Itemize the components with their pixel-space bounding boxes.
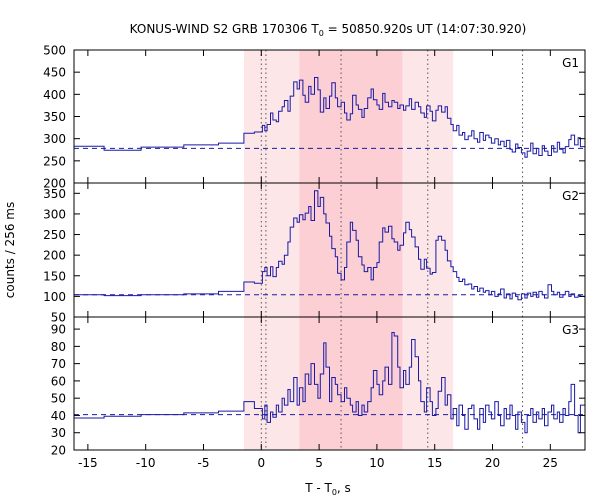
- y-tick-label: 450: [43, 66, 66, 80]
- shaded-interval-dark: [299, 50, 403, 450]
- x-tick-label: -5: [197, 456, 209, 470]
- x-tick-label: 5: [315, 456, 323, 470]
- y-tick-label: 300: [43, 132, 66, 146]
- y-tick-label: 40: [51, 409, 66, 423]
- panel-label: G2: [562, 189, 579, 203]
- lightcurve-trace-g3: [74, 332, 585, 434]
- x-tick-label: 15: [427, 456, 442, 470]
- y-tick-label: 80: [51, 340, 66, 354]
- y-tick-label: 70: [51, 357, 66, 371]
- x-tick-label: 10: [369, 456, 384, 470]
- y-tick-label: 250: [43, 228, 66, 242]
- x-tick-label: 25: [543, 456, 558, 470]
- y-tick-label: 60: [51, 374, 66, 388]
- y-tick-label: 100: [43, 290, 66, 304]
- y-tick-label: 350: [43, 110, 66, 124]
- y-tick-label: 300: [43, 207, 66, 221]
- x-tick-label: 0: [257, 456, 265, 470]
- y-tick-label: 20: [51, 444, 66, 458]
- y-tick-label: 50: [51, 311, 66, 325]
- y-tick-label: 150: [43, 269, 66, 283]
- y-tick-label: 200: [43, 249, 66, 263]
- x-tick-label: -15: [78, 456, 98, 470]
- lightcurve-trace-g1: [74, 77, 585, 158]
- panel-g3: 20 30 40 50 60 70 80 90 G3: [51, 316, 586, 458]
- panel-label: G3: [562, 323, 579, 337]
- chart-title: KONUS-WIND S2 GRB 170306 T0 = 50850.920s…: [130, 22, 527, 38]
- y-tick-label: 30: [51, 426, 66, 440]
- y-tick-label: 250: [43, 154, 66, 168]
- lightcurve-trace-g2: [74, 190, 585, 301]
- y-tick-label: 400: [43, 88, 66, 102]
- panel-label: G1: [562, 56, 579, 70]
- y-tick-label: 90: [51, 323, 66, 337]
- x-axis-label: T - T0, s: [304, 481, 351, 497]
- y-tick-label: 200: [43, 177, 66, 191]
- y-tick-label: 500: [43, 44, 66, 58]
- x-tick-label: -10: [136, 456, 156, 470]
- y-axis-label: counts / 256 ms: [3, 202, 17, 298]
- y-tick-label: 50: [51, 392, 66, 406]
- panel-frame: [73, 316, 586, 451]
- y-tick-label: 350: [43, 187, 66, 201]
- plot-area: 200250300350400450500G150100150200250300…: [43, 44, 586, 470]
- panel-g1: 200 250 300 350 400 450 500 G1: [43, 44, 586, 191]
- x-tick-label: 20: [485, 456, 500, 470]
